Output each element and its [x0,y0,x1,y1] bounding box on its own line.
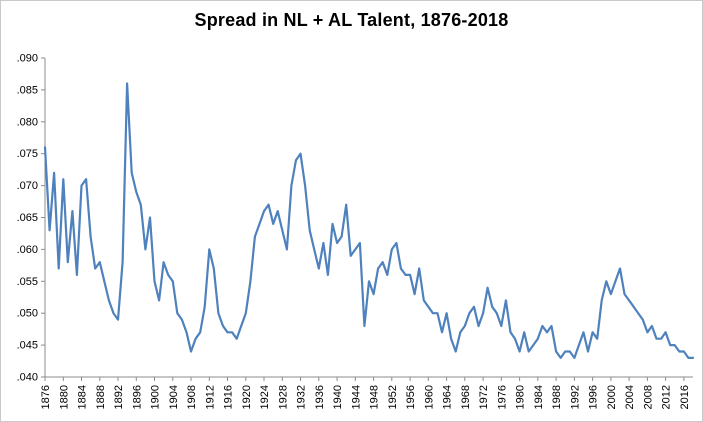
x-axis-tick-label: 2004 [624,385,636,409]
x-axis-tick-label: 1876 [40,385,52,409]
x-axis-tick-label: 2008 [642,385,654,409]
x-axis-tick-label: 1904 [168,385,180,409]
x-axis-tick-label: 1884 [77,385,89,409]
y-axis-tick-label: .085 [17,84,38,96]
x-axis-tick-label: 1944 [350,385,362,409]
x-axis-tick-label: 2012 [661,385,673,409]
y-axis-tick-label: .065 [17,212,38,224]
y-axis-tick-label: .050 [17,308,38,320]
x-axis-tick-label: 1880 [58,385,70,409]
x-axis-tick-label: 1988 [551,385,563,409]
x-axis-tick-label: 1892 [113,385,125,409]
x-axis-tick-label: 1888 [95,385,107,409]
y-axis-tick-label: .040 [17,372,38,384]
y-axis-tick-label: .075 [17,148,38,160]
x-axis-tick-label: 1912 [204,385,216,409]
x-axis-tick-label: 1952 [387,385,399,409]
x-axis-tick-label: 1900 [150,385,162,409]
x-axis-tick-label: 1968 [460,385,472,409]
x-axis-tick-label: 2016 [679,385,691,409]
y-axis-tick-label: .080 [17,116,38,128]
x-axis-tick-label: 1980 [515,385,527,409]
x-axis-tick-label: 1940 [332,385,344,409]
x-axis-tick-label: 1996 [588,385,600,409]
x-axis-tick-label: 1928 [277,385,289,409]
x-axis-tick-label: 1992 [569,385,581,409]
x-axis-tick-label: 1924 [259,385,271,409]
y-axis-tick-label: .060 [17,244,38,256]
y-axis-tick-label: .070 [17,180,38,192]
x-axis-tick-label: 1920 [241,385,253,409]
y-axis-tick-label: .045 [17,340,38,352]
x-axis-tick-label: 1932 [296,385,308,409]
x-axis-tick-label: 1936 [314,385,326,409]
x-axis-tick-label: 1976 [496,385,508,409]
x-axis-tick-label: 1964 [442,385,454,409]
x-axis-tick-label: 1984 [533,385,545,409]
x-axis-tick-label: 1916 [223,385,235,409]
chart-title: Spread in NL + AL Talent, 1876-2018 [194,10,509,30]
x-axis-tick-label: 1948 [369,385,381,409]
data-line-series [43,82,695,359]
x-axis-tick-label: 1896 [131,385,143,409]
y-axis-tick-label: .090 [17,53,38,65]
x-axis-tick-label: 1960 [423,385,435,409]
x-axis-tick-label: 1908 [186,385,198,409]
x-axis-tick-label: 2000 [606,385,618,409]
y-axis-tick-label: .055 [17,276,38,288]
x-axis-tick-label: 1972 [478,385,490,409]
x-axis-tick-label: 1956 [405,385,417,409]
